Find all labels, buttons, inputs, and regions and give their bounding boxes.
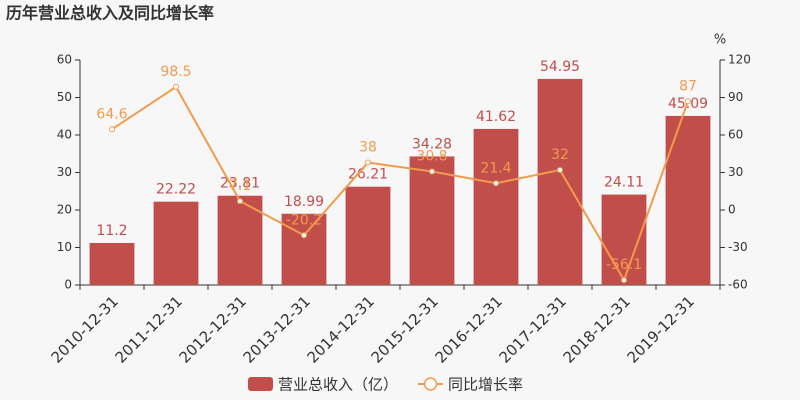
y2-tick-label: -60 [728, 278, 748, 292]
line-point [493, 180, 499, 187]
x-tick-label: 2018-12-31 [560, 292, 634, 366]
y2-tick-label: 30 [728, 165, 743, 179]
y2-tick-label: 90 [728, 90, 743, 104]
line-value-label: 7.1 [229, 178, 251, 194]
y-tick-label: 40 [57, 128, 72, 142]
line-value-label: 21.4 [480, 160, 511, 176]
line-value-label: 87 [679, 78, 697, 94]
y-tick-label: 50 [57, 90, 72, 104]
x-tick-label: 2015-12-31 [368, 292, 442, 366]
line-value-label: 64.6 [96, 106, 127, 122]
line-point [429, 168, 435, 175]
y-tick-label: 60 [57, 53, 72, 67]
line-point [109, 126, 115, 133]
x-tick-label: 2019-12-31 [624, 292, 698, 366]
line-point [621, 277, 627, 284]
bar-value-label: 24.11 [604, 175, 644, 191]
x-tick-label: 2011-12-31 [112, 292, 186, 366]
y-tick-label: 20 [57, 203, 72, 217]
line-value-label: 98.5 [160, 64, 191, 80]
line-value-label: -56.1 [606, 257, 642, 273]
y-tick-label: 30 [57, 165, 72, 179]
line-point [173, 83, 179, 90]
line-value-label: -20.2 [286, 212, 322, 228]
line-point [237, 198, 243, 205]
bar [537, 78, 583, 285]
x-tick-label: 2014-12-31 [304, 292, 378, 366]
y2-tick-label: 120 [728, 53, 751, 67]
legend-label: 同比增长率 [448, 376, 523, 394]
bar [89, 243, 135, 285]
legend-swatch [248, 377, 273, 391]
bar-value-label: 54.95 [540, 59, 580, 75]
y2-axis-unit: % [714, 33, 726, 48]
line-point [557, 167, 563, 173]
line-value-label: 30.8 [416, 149, 447, 165]
y2-tick-label: 60 [728, 128, 743, 142]
bar-value-label: 22.22 [156, 182, 196, 198]
chart-title: 历年营业总收入及同比增长率 [6, 4, 214, 23]
legend-swatch [423, 377, 438, 391]
bar [217, 195, 263, 285]
y2-tick-label: -30 [728, 240, 748, 254]
x-tick-label: 2012-12-31 [176, 292, 250, 366]
bar-value-label: 34.28 [412, 136, 452, 152]
bar [281, 213, 327, 285]
line [111, 85, 689, 283]
line-point [685, 98, 691, 105]
bar-value-label: 41.62 [476, 109, 516, 125]
x-tick-label: 2013-12-31 [240, 292, 314, 366]
bar-value-label: 11.2 [96, 223, 127, 239]
bar [473, 128, 519, 285]
line-point [365, 159, 371, 166]
x-tick-label: 2016-12-31 [432, 292, 506, 366]
line-value-label: 32 [551, 147, 569, 163]
y-tick-label: 10 [57, 240, 72, 254]
bar [665, 115, 711, 285]
line-value-label: 38 [359, 140, 377, 156]
bar [153, 201, 199, 285]
bar-value-label: 18.99 [284, 194, 324, 210]
bar [409, 156, 455, 285]
y2-tick-label: 0 [728, 203, 736, 217]
line-point [301, 232, 307, 239]
y-tick-label: 0 [64, 278, 72, 292]
legend-label: 营业总收入（亿） [278, 376, 398, 394]
bar-value-label: 26.21 [348, 167, 388, 183]
bar [345, 186, 391, 285]
x-tick-label: 2017-12-31 [496, 292, 570, 366]
bar-value-label: 23.81 [220, 176, 260, 192]
x-tick-label: 2010-12-31 [48, 292, 122, 366]
